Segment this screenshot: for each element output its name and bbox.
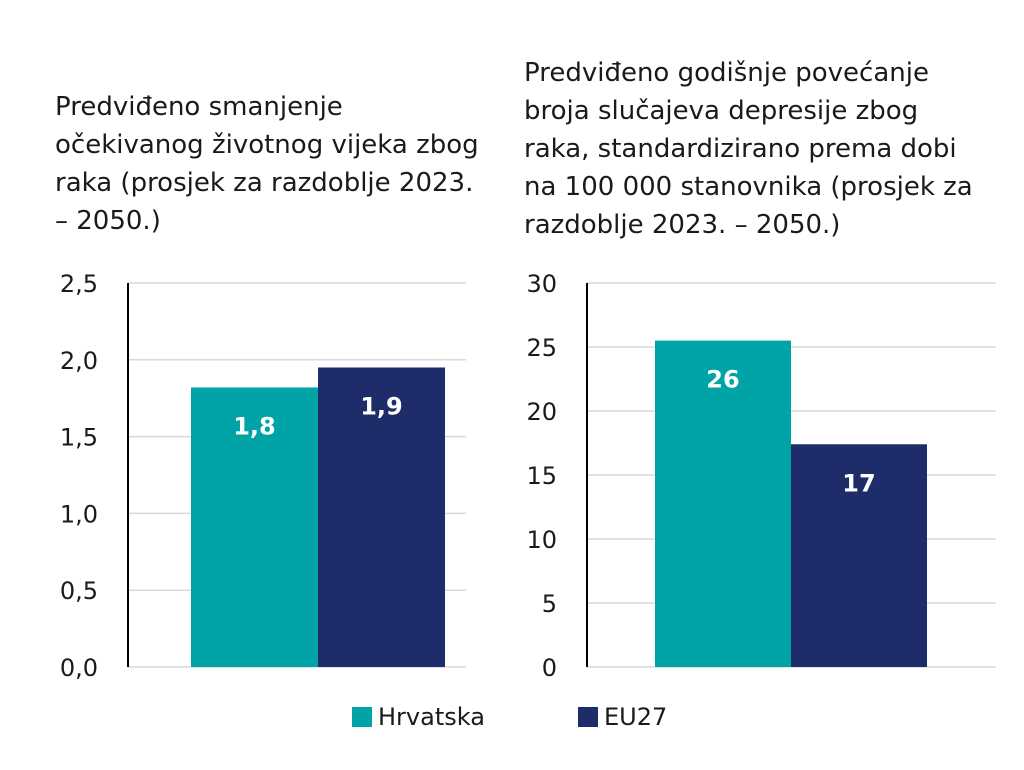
chart-left-title-line: – 2050.) <box>55 206 161 236</box>
bar-hrvatska <box>655 340 791 667</box>
chart-right-title-line: broja slučajeva depresije zbog <box>524 96 919 126</box>
y-tick-label: 20 <box>526 398 557 426</box>
legend-item-eu27: EU27 <box>578 703 667 731</box>
chart-left-title-line: Predviđeno smanjenje <box>55 92 343 122</box>
y-tick-label: 1,0 <box>60 500 98 528</box>
legend-item-hrvatska: Hrvatska <box>352 703 485 731</box>
chart-right-title-line: raka, standardizirano prema dobi <box>524 134 957 164</box>
chart-left-title: Predviđeno smanjenje očekivanog životnog… <box>55 88 479 240</box>
chart-right-title-line: razdoblje 2023. – 2050.) <box>524 210 841 240</box>
y-tick-label: 1,5 <box>60 424 98 452</box>
chart-right-title-line: Predviđeno godišnje povećanje <box>524 58 929 88</box>
legend-swatch-hrvatska <box>352 707 372 727</box>
data-label: 26 <box>706 366 739 394</box>
y-tick-label: 0,0 <box>60 654 98 682</box>
y-tick-label: 2,5 <box>60 270 98 298</box>
y-tick-label: 10 <box>526 526 557 554</box>
y-tick-label: 15 <box>526 462 557 490</box>
bar-eu27 <box>791 444 927 667</box>
data-label: 1,9 <box>360 392 403 420</box>
legend-label-eu27: EU27 <box>604 703 668 731</box>
chart-right-title-line: na 100 000 stanovnika (prosjek za <box>524 172 973 202</box>
legend-label-hrvatska: Hrvatska <box>378 703 485 731</box>
y-tick-label: 2,0 <box>60 347 98 375</box>
chart-left-title-line: raka (prosjek za razdoblje 2023. <box>55 168 474 198</box>
data-label: 1,8 <box>233 412 276 440</box>
y-tick-label: 25 <box>526 334 557 362</box>
bar-eu27 <box>318 367 445 667</box>
data-label: 17 <box>842 469 875 497</box>
chart-left-title-line: očekivanog životnog vijeka zbog <box>55 130 479 160</box>
legend-swatch-eu27 <box>578 707 598 727</box>
y-tick-label: 5 <box>542 590 557 618</box>
bar-hrvatska <box>191 387 318 667</box>
y-tick-label: 30 <box>526 270 557 298</box>
y-tick-label: 0 <box>542 654 557 682</box>
y-tick-label: 0,5 <box>60 577 98 605</box>
chart-right-title: Predviđeno godišnje povećanje broja sluč… <box>524 54 973 244</box>
